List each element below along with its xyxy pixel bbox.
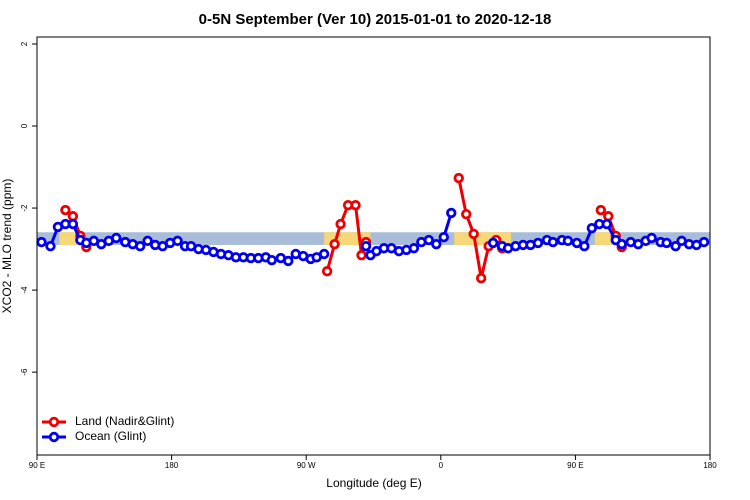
x-tick-label: 90 E [29,461,45,470]
x-axis-label: Longitude (deg E) [326,476,421,490]
series-point [350,199,361,211]
series-point [661,237,672,249]
x-tick-label: 180 [165,461,179,470]
series-point [318,248,330,260]
y-tick-label: -4 [20,286,29,294]
series-point [475,273,487,284]
series-point [134,241,146,252]
series-point [547,236,559,248]
land-band [594,232,613,245]
series-point [453,172,464,184]
series-point [45,241,56,252]
series-point [321,266,333,277]
x-tick-label: 90 W [297,461,316,470]
series-point [446,207,457,219]
land-band [59,232,81,245]
y-tick-label: -2 [20,204,29,212]
series-point [603,211,614,222]
series-point [356,250,367,261]
series-point [335,218,346,230]
y-tick-label: 0 [20,123,29,128]
series-line [457,177,504,279]
x-tick-label: 0 [439,461,444,470]
plot-frame [36,36,711,456]
series-point [408,243,420,254]
series-point [579,241,590,252]
legend-label: Ocean (Glint) [75,429,146,443]
chart-title: 0-5N September (Ver 10) 2015-01-01 to 20… [199,11,552,28]
series-point [423,234,435,246]
series-point [283,255,294,267]
series-point [60,204,71,216]
series-point [698,236,710,248]
series-point [67,218,79,230]
series-point [438,231,449,243]
series-point [431,238,442,250]
series-point [670,241,681,252]
series-point [461,209,472,220]
series-point [532,237,544,249]
series-point [601,218,613,230]
x-tick-label: 90 E [567,461,583,470]
y-tick-label: -6 [20,368,29,376]
legend-marker [48,416,60,428]
series-point [360,241,372,252]
series-point [586,222,598,234]
x-tick-label: 180 [703,461,717,470]
series-point [595,204,607,216]
y-axis-label: XCO2 - MLO trend (ppm) [0,179,14,314]
series-point [468,228,479,240]
series-point [172,235,183,247]
series-point [142,235,153,247]
series-point [329,238,340,250]
legend-label: Land (Nadir&Glint) [75,414,174,428]
series-point [36,236,47,248]
legend-marker [48,431,60,443]
series-point [646,232,657,244]
y-tick-label: 2 [20,41,29,46]
series-point [111,232,122,244]
series-point [562,235,574,247]
series-point [487,237,499,249]
series-point [266,254,278,266]
series-point [616,238,627,250]
